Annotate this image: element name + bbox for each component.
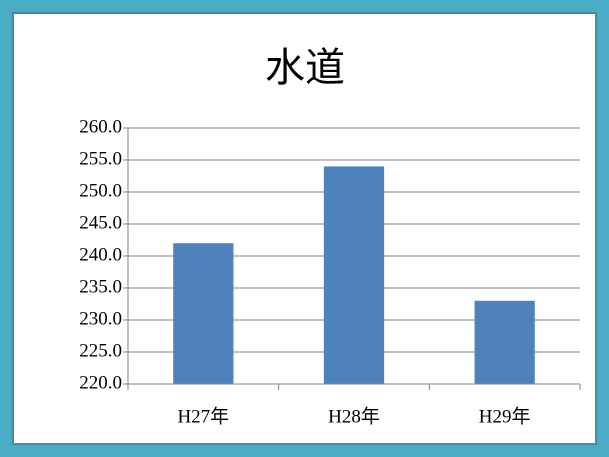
bar: [474, 300, 535, 384]
chart-title: 水道: [265, 45, 345, 91]
y-tick-label: 255.0: [79, 148, 122, 169]
bar: [323, 166, 385, 384]
y-tick-label: 250.0: [79, 180, 122, 201]
y-tick-label: 220.0: [79, 372, 122, 393]
y-tick-label: 230.0: [79, 308, 122, 329]
x-tick-label: H28年: [328, 405, 380, 427]
x-tick-label: H27年: [177, 405, 229, 427]
y-tick-label: 240.0: [79, 244, 122, 265]
y-tick-label: 260.0: [79, 116, 122, 137]
bar: [173, 243, 234, 384]
y-tick-label: 235.0: [79, 276, 122, 297]
y-tick-label: 245.0: [79, 212, 122, 233]
x-tick-label: H29年: [479, 405, 531, 427]
y-tick-label: 225.0: [79, 340, 122, 361]
